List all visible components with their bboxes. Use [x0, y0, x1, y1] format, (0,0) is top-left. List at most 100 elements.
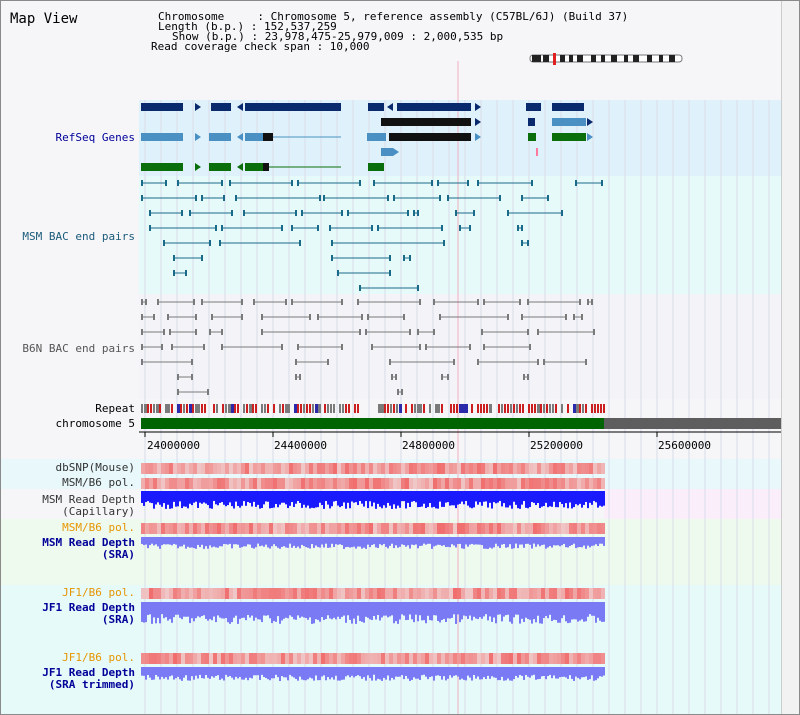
heat-cell [209, 588, 213, 599]
depth-bar [513, 602, 515, 618]
depth-bar [181, 537, 183, 547]
depth-bar [407, 667, 409, 679]
depth-bar [469, 667, 471, 678]
jf1-b6-pol-2-label[interactable]: JF1/B6 pol. [62, 651, 135, 664]
depth-bar [379, 602, 381, 621]
heat-cell [597, 523, 601, 534]
bac-end [191, 374, 193, 380]
depth-bar [389, 491, 391, 506]
depth-bar [333, 602, 335, 618]
depth-bar [211, 667, 213, 677]
depth-bar [587, 602, 589, 617]
gene-arrow [587, 133, 593, 141]
heat-cell [437, 523, 441, 534]
heat-cell [329, 653, 333, 664]
depth-bar [541, 491, 543, 507]
depth-bar [603, 491, 605, 506]
chromosome-track-label[interactable]: chromosome 5 [55, 417, 135, 430]
depth-bar [559, 602, 561, 623]
heat-cell [573, 653, 577, 664]
msm-depth-sra-label[interactable]: MSM Read Depth [42, 536, 135, 549]
depth-bar [597, 667, 599, 679]
depth-bar [165, 667, 167, 678]
depth-bar [161, 537, 163, 546]
repeat-element [573, 404, 576, 413]
depth-bar [523, 602, 525, 622]
msm-bac-track-label[interactable]: MSM BAC end pairs [22, 230, 135, 243]
heat-cell [229, 588, 233, 599]
jf1-depth-sra-label[interactable]: JF1 Read Depth [42, 601, 135, 614]
heat-cell [541, 523, 545, 534]
gene-exon [528, 118, 535, 126]
bac-end [301, 210, 303, 216]
heat-cell [237, 588, 241, 599]
depth-bar [471, 537, 473, 544]
depth-bar [517, 667, 519, 678]
heat-cell [297, 588, 301, 599]
depth-bar [341, 491, 343, 507]
depth-bar [471, 491, 473, 509]
dbsnp-label[interactable]: dbSNP(Mouse) [55, 461, 135, 474]
repeat-element [585, 404, 587, 413]
bac-end [499, 195, 501, 201]
depth-bar [279, 667, 281, 681]
heat-cell [273, 588, 277, 599]
b6n-bac-track-label[interactable]: B6N BAC end pairs [22, 342, 135, 355]
heat-cell [169, 653, 173, 664]
heat-cell [185, 588, 189, 599]
repeat-element [420, 404, 422, 413]
depth-bar [147, 491, 149, 502]
depth-bar [433, 537, 435, 547]
depth-bar [449, 602, 451, 619]
depth-bar [483, 537, 485, 549]
heat-cell [385, 523, 389, 534]
bac-end [387, 195, 389, 201]
jf1-b6-pol-label[interactable]: JF1/B6 pol. [62, 586, 135, 599]
depth-bar [501, 602, 503, 622]
vertical-scrollbar[interactable] [781, 1, 799, 714]
heat-cell [561, 523, 565, 534]
bac-end [521, 240, 523, 246]
depth-bar [401, 491, 403, 502]
msm-b6-pol-orange-label[interactable]: MSM/B6 pol. [62, 521, 135, 534]
heat-cell [517, 523, 521, 534]
depth-bar [347, 491, 349, 503]
depth-bar [267, 491, 269, 502]
bac-end [173, 270, 175, 276]
depth-bar [253, 667, 255, 676]
depth-bar [319, 537, 321, 548]
bac-end [361, 314, 363, 320]
depth-bar [485, 602, 487, 615]
jf1-depth-trim-label[interactable]: JF1 Read Depth [42, 666, 135, 679]
depth-bar [451, 667, 453, 678]
repeat-element [315, 404, 318, 413]
depth-bar [363, 602, 365, 623]
repeat-element [438, 404, 440, 413]
depth-bar [377, 537, 379, 549]
depth-bar [527, 491, 529, 509]
bac-end [467, 180, 469, 186]
heat-cell [177, 653, 181, 664]
depth-bar [267, 667, 269, 680]
heat-cell [593, 463, 597, 474]
msm-depth-capillary-label[interactable]: MSM Read Depth [42, 493, 135, 506]
bac-end [327, 359, 329, 365]
repeat-track-label[interactable]: Repeat [95, 402, 135, 415]
chromosome-ideogram[interactable] [529, 53, 685, 65]
heat-cell [229, 523, 233, 534]
heat-cell [573, 463, 577, 474]
heat-cell [381, 588, 385, 599]
msm-b6-pol-label[interactable]: MSM/B6 pol. [62, 476, 135, 489]
refseq-track-label[interactable]: RefSeq Genes [55, 131, 135, 144]
depth-bar [493, 537, 495, 548]
repeat-element [159, 404, 161, 413]
repeat-element [189, 404, 192, 413]
depth-bar [429, 491, 431, 504]
heat-cell [545, 653, 549, 664]
depth-bar [539, 537, 541, 547]
heat-cell [293, 463, 297, 474]
heat-cell [401, 588, 405, 599]
depth-bar [577, 667, 579, 678]
repeat-element [177, 404, 180, 413]
